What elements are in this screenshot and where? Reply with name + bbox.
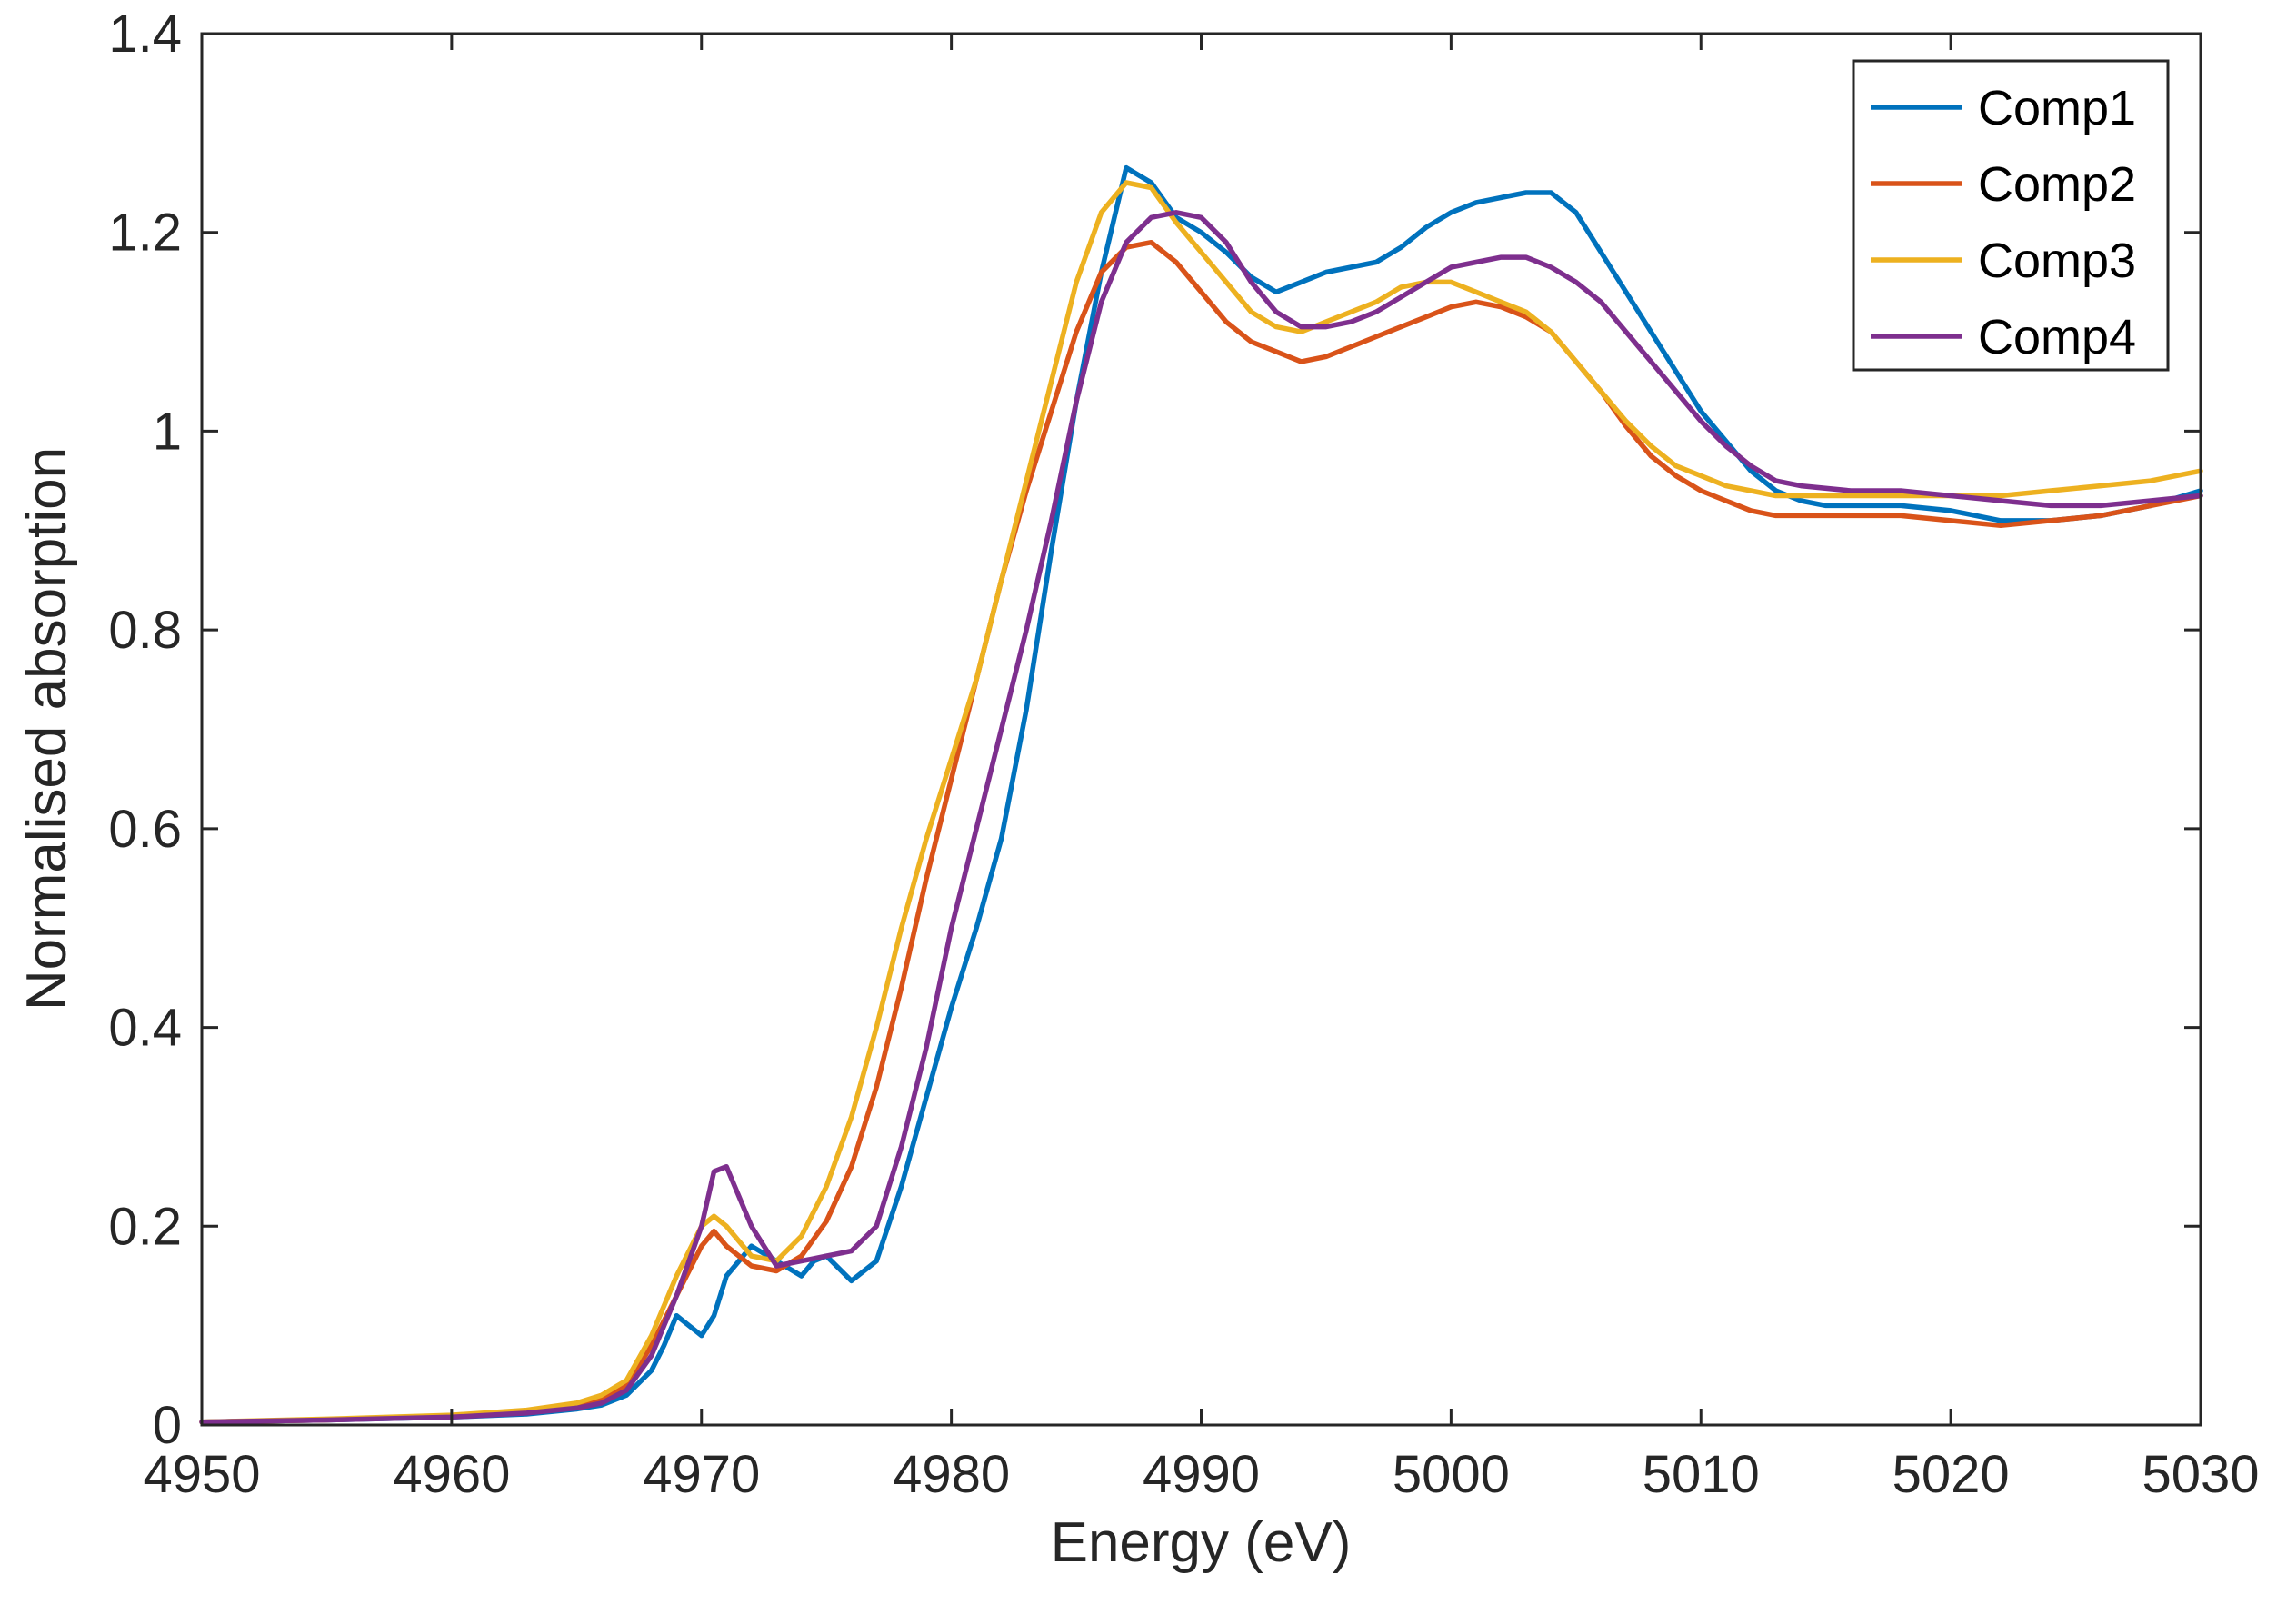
x-tick-label: 5020	[1893, 1445, 2010, 1504]
x-tick-label: 5000	[1393, 1445, 1510, 1504]
x-tick-label: 4970	[643, 1445, 760, 1504]
y-tick-label: 0.6	[108, 800, 182, 859]
x-tick-label: 4980	[893, 1445, 1010, 1504]
legend-label-comp1: Comp1	[1978, 81, 2136, 135]
x-axis-title: Energy (eV)	[1051, 1511, 1352, 1574]
series-line-comp1	[199, 164, 2203, 1425]
y-tick-label: 1.2	[108, 204, 182, 263]
series-line-comp4	[199, 210, 2203, 1425]
x-tick-label: 4950	[143, 1445, 260, 1504]
y-tick-label: 0.8	[108, 601, 182, 660]
ticks-layer: 4950 4960 4970 4980 4990 5000 5010 5020 5030 0 0.2…	[108, 5, 2259, 1504]
x-tick-label: 5010	[1643, 1445, 1760, 1504]
x-tick-label: 4960	[393, 1445, 510, 1504]
y-tick-label: 1.4	[108, 5, 182, 64]
y-tick-label: 1	[153, 402, 182, 461]
legend: Comp1 Comp2 Comp3 Comp4	[1852, 59, 2170, 372]
legend-box	[1852, 59, 2170, 372]
legend-label-comp3: Comp3	[1978, 234, 2136, 288]
y-axis-title: Normalised absorption	[15, 447, 78, 1011]
series-line-comp2	[199, 239, 2203, 1425]
y-tick-label: 0.2	[108, 1197, 182, 1256]
legend-label-comp4: Comp4	[1978, 310, 2136, 364]
series-line-comp3	[199, 180, 2203, 1425]
y-tick-label: 0	[153, 1396, 182, 1455]
x-tick-label: 5030	[2142, 1445, 2259, 1504]
legend-label-comp2: Comp2	[1978, 157, 2136, 212]
y-tick-label: 0.4	[108, 999, 182, 1058]
series-layer	[199, 164, 2203, 1425]
x-tick-label: 4990	[1143, 1445, 1260, 1504]
